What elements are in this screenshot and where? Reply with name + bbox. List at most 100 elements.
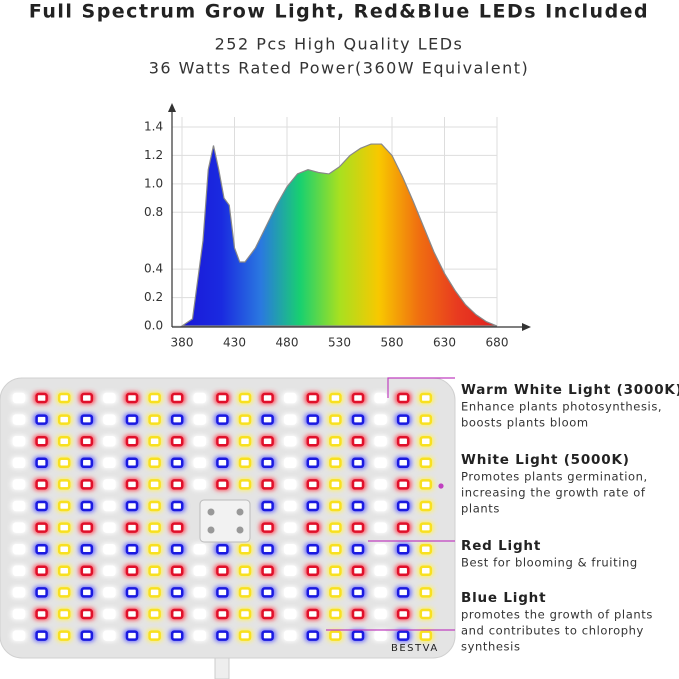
led <box>283 457 297 469</box>
led <box>57 630 71 641</box>
led <box>170 608 184 620</box>
led <box>261 522 274 533</box>
led <box>329 479 342 490</box>
led <box>306 565 320 577</box>
led <box>329 565 342 577</box>
led <box>374 392 387 404</box>
callout-title: White Light (5000K) <box>461 452 630 468</box>
x-tick-label: 580 <box>381 336 404 350</box>
led <box>283 543 297 555</box>
led <box>374 608 387 620</box>
callout-text: Promotes plants germination, <box>461 470 648 484</box>
led <box>283 587 297 598</box>
led <box>12 500 26 512</box>
led <box>306 414 320 425</box>
led <box>238 630 252 641</box>
led <box>306 522 320 533</box>
page-title: Full Spectrum Grow Light, Red&Blue LEDs … <box>29 1 649 23</box>
led <box>419 543 433 555</box>
led <box>396 435 410 447</box>
callout-text: increasing the growth rate of <box>461 486 646 500</box>
led <box>125 587 139 598</box>
callout-text: synthesis <box>461 640 521 654</box>
led <box>57 522 71 533</box>
led <box>148 435 161 447</box>
led <box>329 414 342 425</box>
led <box>283 565 297 577</box>
led <box>261 608 274 620</box>
led-panel <box>0 377 456 679</box>
led <box>396 414 410 425</box>
led <box>12 522 26 533</box>
x-tick-label: 380 <box>171 336 194 350</box>
led <box>12 479 26 490</box>
spectrum-chart: 0.0 0.2 0.4 0.8 1.0 1.2 1.4 380 430 480 530 580 630 6… <box>144 117 508 350</box>
led <box>103 608 116 620</box>
led <box>306 435 320 447</box>
led <box>283 522 297 533</box>
led <box>261 565 274 577</box>
led <box>374 479 387 490</box>
led <box>306 543 320 555</box>
led <box>351 522 365 533</box>
led <box>329 457 342 469</box>
led <box>103 543 116 555</box>
led <box>57 457 71 469</box>
led <box>374 457 387 469</box>
callout-text: and contributes to chlorophy <box>461 624 644 638</box>
led <box>125 543 139 555</box>
y-tick-label: 0.8 <box>144 205 163 219</box>
led <box>148 587 161 598</box>
led <box>35 500 48 512</box>
led <box>35 522 48 533</box>
led <box>170 543 184 555</box>
y-arrow <box>168 103 176 112</box>
mount-plate <box>199 499 251 543</box>
led <box>283 500 297 512</box>
led <box>306 608 320 620</box>
led <box>148 500 161 512</box>
y-tick-label: 1.4 <box>144 120 163 134</box>
led <box>306 500 320 512</box>
led <box>419 587 433 598</box>
led <box>351 457 365 469</box>
led <box>80 479 94 490</box>
led <box>374 435 387 447</box>
led <box>351 630 365 641</box>
led <box>238 587 252 598</box>
y-tick-label: 1.2 <box>144 148 163 162</box>
led <box>283 630 297 641</box>
callout-title: Blue Light <box>461 590 546 606</box>
led <box>306 479 320 490</box>
leader <box>438 483 444 489</box>
led <box>374 522 387 533</box>
callout-text: Best for blooming & fruiting <box>461 556 638 570</box>
led <box>283 608 297 620</box>
led <box>238 608 252 620</box>
callout-text: boosts plants bloom <box>461 416 589 430</box>
led <box>80 543 94 555</box>
x-tick-label: 630 <box>433 336 456 350</box>
led <box>148 414 161 425</box>
led <box>103 587 116 598</box>
callout-title: Red Light <box>461 538 541 554</box>
led <box>351 587 365 598</box>
led <box>216 479 229 490</box>
led <box>125 414 139 425</box>
led <box>125 565 139 577</box>
led <box>238 457 252 469</box>
led <box>419 479 433 490</box>
led <box>374 543 387 555</box>
led <box>351 414 365 425</box>
led <box>12 565 26 577</box>
led <box>170 565 184 577</box>
led <box>261 479 274 490</box>
led <box>57 392 71 404</box>
led <box>148 565 161 577</box>
led <box>351 565 365 577</box>
led <box>12 414 26 425</box>
led <box>170 630 184 641</box>
led <box>238 565 252 577</box>
led <box>12 392 26 404</box>
led <box>80 457 94 469</box>
